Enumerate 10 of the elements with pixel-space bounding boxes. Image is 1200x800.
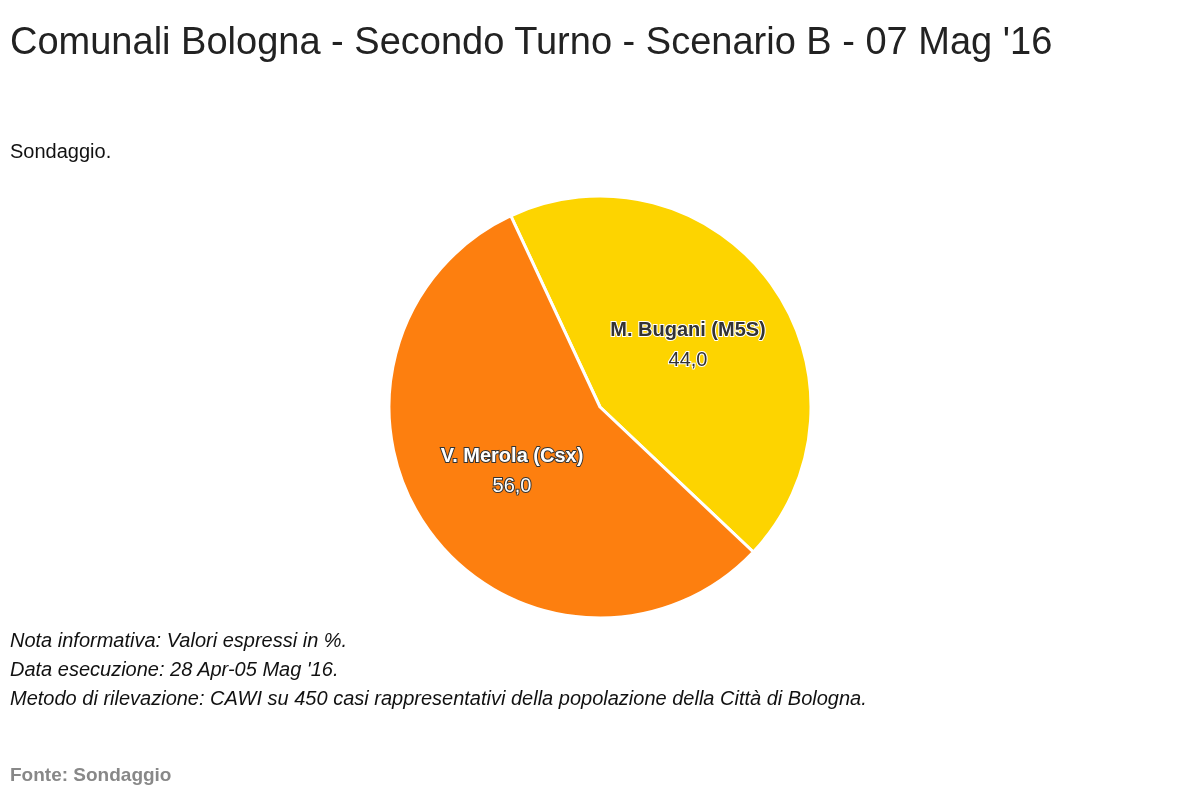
chart-title: Comunali Bologna - Secondo Turno - Scenario B - 07 Mag '16 <box>10 19 1054 64</box>
text: Nota informativa: Valori espressi in %. <box>10 628 349 653</box>
source-note: Fonte: Sondaggio <box>10 764 172 786</box>
text: Metodo di rilevazione: CAWI su 450 casi rappresentativi della popolazione della Città di Bologna. <box>10 686 867 711</box>
data-label: 56,0 <box>492 474 532 497</box>
text: Sondaggio. <box>10 140 112 163</box>
slice-label: M. Bugani (M5S) <box>610 317 766 340</box>
data-label: 44,0 <box>668 347 708 370</box>
text: Data esecuzione: 28 Apr-05 Mag '16. <box>10 657 340 682</box>
slice-label: V. Merola (Csx) <box>440 444 584 467</box>
